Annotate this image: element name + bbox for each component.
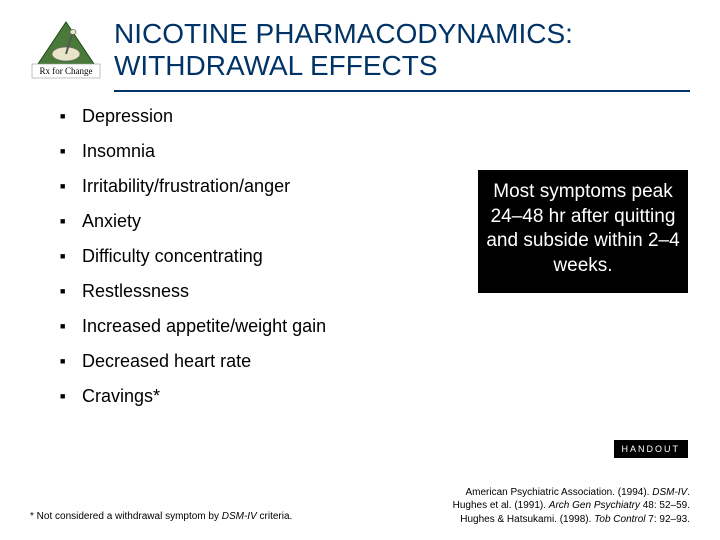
footnote-text-pre: * Not considered a withdrawal symptom by: [30, 511, 222, 522]
footnote-em: DSM-IV: [222, 511, 257, 522]
symptom-timeline-callout: Most symptoms peak 24–48 hr after quitti…: [478, 170, 688, 293]
list-item: Cravings*: [60, 386, 690, 407]
ref-em: DSM-IV: [652, 487, 687, 498]
slide-header: Rx for Change NICOTINE PHARMACODYNAMICS:…: [0, 0, 720, 86]
list-item: Increased appetite/weight gain: [60, 316, 690, 337]
list-item: Decreased heart rate: [60, 351, 690, 372]
ref-em: Tob Control: [594, 514, 645, 525]
reference-line: Hughes & Hatsukami. (1998). Tob Control …: [453, 513, 690, 527]
ref-em: Arch Gen Psychiatry: [549, 500, 640, 511]
footnote-text-post: criteria.: [257, 511, 293, 522]
list-item: Depression: [60, 106, 690, 127]
footnote: * Not considered a withdrawal symptom by…: [30, 511, 292, 522]
ref-text: American Psychiatric Association. (1994)…: [465, 487, 652, 498]
title-line-2: WITHDRAWAL EFFECTS: [114, 50, 438, 81]
ref-text: 7: 92–93.: [646, 514, 690, 525]
slide-title: NICOTINE PHARMACODYNAMICS: WITHDRAWAL EF…: [114, 18, 573, 82]
ref-text: Hughes et al. (1991).: [453, 500, 549, 511]
ref-text: 48: 52–59.: [640, 500, 690, 511]
reference-line: American Psychiatric Association. (1994)…: [453, 486, 690, 500]
title-line-1: NICOTINE PHARMACODYNAMICS:: [114, 18, 573, 49]
list-item: Insomnia: [60, 141, 690, 162]
references: American Psychiatric Association. (1994)…: [453, 486, 690, 527]
ref-text: Hughes & Hatsukami. (1998).: [460, 514, 594, 525]
rx-for-change-logo: Rx for Change: [30, 20, 102, 80]
ref-text: .: [687, 487, 690, 498]
logo-text: Rx for Change: [40, 66, 93, 76]
handout-badge: HANDOUT: [614, 440, 689, 458]
reference-line: Hughes et al. (1991). Arch Gen Psychiatr…: [453, 499, 690, 513]
